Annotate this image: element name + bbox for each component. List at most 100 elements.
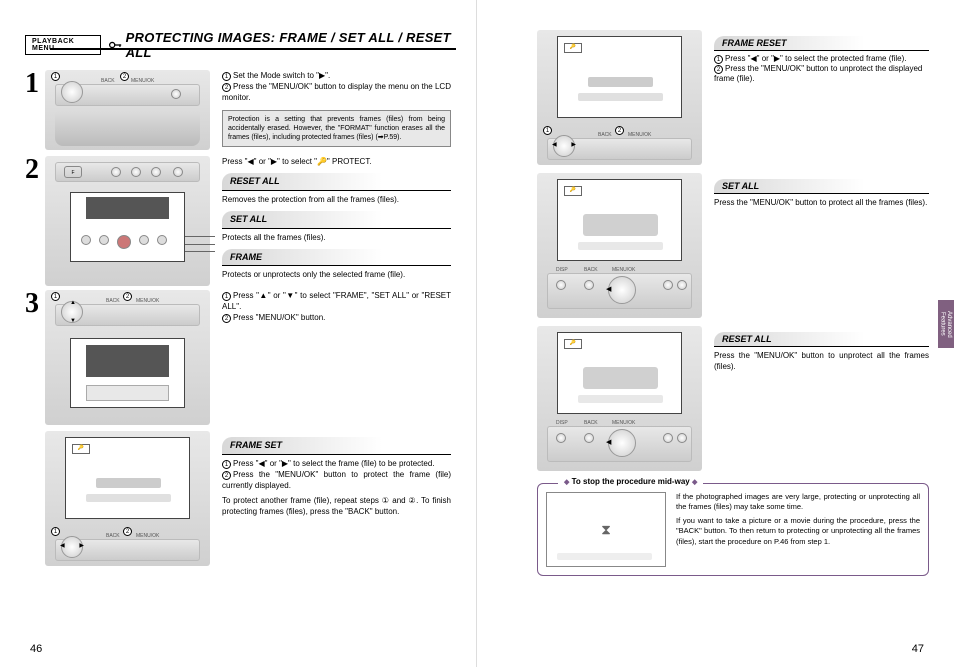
btn2 <box>131 167 141 177</box>
leader-line-3 <box>185 236 215 237</box>
step2-text: Press "◀" or "▶" to select "🔑" PROTECT. … <box>222 156 451 286</box>
marker-2b: 2 <box>123 292 132 301</box>
frame-reset-text: FRAME RESET 1Press "◀" or "▶" to select … <box>714 30 929 165</box>
reset-all-text-col: RESET ALL Press the "MENU/OK" button to … <box>714 326 929 471</box>
step2-top-row: F <box>55 162 200 182</box>
marker-1: 1 <box>51 72 60 81</box>
setall-row: DISP BACK MENU/OK ◀ <box>547 273 692 309</box>
step2-intro: Press "◀" or "▶" to select "🔑" PROTECT. <box>222 156 451 167</box>
stop-procedure-callout: ◆ To stop the procedure mid-way ◆ ⧗ If t… <box>537 483 929 576</box>
leader-line-2 <box>185 244 215 245</box>
protect-icon-2: 🔑 <box>564 43 582 53</box>
framereset-row: ◀ ▶ BACK MENU/OK <box>547 138 692 160</box>
resetall-lcd: 🔑 <box>557 332 682 414</box>
set-all-diagram: 🔑 DISP BACK MENU/OK ◀ <box>537 173 702 318</box>
step1-diagram: 1 2 BACK MENU/OK <box>45 70 210 150</box>
page-number-right: 47 <box>912 643 924 655</box>
step-2: 2 F <box>25 156 451 286</box>
leader-line-1 <box>185 251 215 252</box>
protect-icon-3: 🔑 <box>564 186 582 196</box>
page-number-left: 46 <box>30 643 42 655</box>
set-all-text: Protects all the frames (files). <box>222 232 451 243</box>
reset-all-head-r: RESET ALL <box>714 332 929 347</box>
title-rule <box>50 48 456 50</box>
diamond-icon: ◆ <box>564 479 569 486</box>
marker-2d: 2 <box>123 527 132 536</box>
resetall-row: DISP BACK MENU/OK ◀ <box>547 426 692 462</box>
playback-menu-badge: PLAYBACK MENU <box>25 35 101 55</box>
callout-lcd: ⧗ <box>546 492 666 567</box>
mode-dial <box>61 81 83 103</box>
step-3: 3 1 2 ▲ ▼ BACK MENU/OK 1Press " <box>25 290 451 425</box>
marker-1d: 1 <box>51 527 60 536</box>
circled-2: 2 <box>222 83 231 92</box>
reset-all-diagram: 🔑 DISP BACK MENU/OK ◀ <box>537 326 702 471</box>
nav-dial: ▲ ▼ <box>61 301 83 323</box>
lcd-preview <box>86 197 169 219</box>
circled-2c: 2 <box>222 314 231 323</box>
lcd-bar-1 <box>96 478 161 488</box>
circled-1c: 1 <box>222 292 231 301</box>
reset-all-text: Removes the protection from all the fram… <box>222 194 451 205</box>
lcd-bar-2 <box>86 494 171 502</box>
page-left: PLAYBACK MENU PROTECTING IMAGES: FRAME /… <box>0 0 477 667</box>
step-number-1: 1 <box>25 70 45 150</box>
frame-head: FRAME <box>222 249 451 267</box>
title-row: PLAYBACK MENU PROTECTING IMAGES: FRAME /… <box>25 30 451 60</box>
step-1: 1 1 2 BACK MENU/OK 1Set the Mode switch … <box>25 70 451 150</box>
step1-text: 1Set the Mode switch to "▶". 2Press the … <box>222 70 451 150</box>
ok-button <box>171 89 181 99</box>
frame-set-head: FRAME SET <box>222 437 451 455</box>
btn3 <box>151 167 161 177</box>
step3-lcd <box>70 338 185 408</box>
frame-set-block: 🔑 1 2 ◀ ▶ BACK MENU/OK FRAME SET 1Pres <box>25 431 451 566</box>
menuok-label: MENU/OK <box>131 78 154 84</box>
frame-text: Protects or unprotects only the selected… <box>222 269 451 280</box>
back-label: BACK <box>101 78 115 84</box>
step3-text: 1Press "▲" or "▼" to select "FRAME", "SE… <box>222 290 451 425</box>
set-all-head: SET ALL <box>222 211 451 229</box>
camera-top-row: BACK MENU/OK <box>55 84 200 106</box>
step-number-3: 3 <box>25 290 45 425</box>
btn4 <box>173 167 183 177</box>
set-all-head-r: SET ALL <box>714 179 929 194</box>
step-number-2: 2 <box>25 156 45 286</box>
callout-title: ◆ To stop the procedure mid-way ◆ <box>558 477 703 486</box>
setall-lcd: 🔑 <box>557 179 682 261</box>
marker-1b: 1 <box>51 292 60 301</box>
frame-set-text: FRAME SET 1Press "◀" or "▶" to select th… <box>222 431 451 566</box>
camera-body-hint <box>55 110 200 146</box>
lcd-preview-3 <box>86 345 169 377</box>
menu-bar-3 <box>86 385 169 401</box>
side-tab: Advanced Features <box>938 300 954 348</box>
page-right: 🔑 1 2 ◀ ▶ BACK MENU/OK FRAME RESET 1Pr <box>477 0 954 667</box>
btn1 <box>111 167 121 177</box>
reset-all-block: 🔑 DISP BACK MENU/OK ◀ <box>537 326 929 471</box>
frame-reset-diagram: 🔑 1 2 ◀ ▶ BACK MENU/OK <box>537 30 702 165</box>
protect-icon-4: 🔑 <box>564 339 582 349</box>
step2-diagram: F <box>45 156 210 286</box>
framereset-lcd: 🔑 <box>557 36 682 118</box>
step3-top-row: ▲ ▼ BACK MENU/OK <box>55 304 200 326</box>
reset-all-head: RESET ALL <box>222 173 451 191</box>
set-all-block: 🔑 DISP BACK MENU/OK ◀ <box>537 173 929 318</box>
set-all-text-col: SET ALL Press the "MENU/OK" button to pr… <box>714 173 929 318</box>
nav-dial-fs: ◀ ▶ <box>61 536 83 558</box>
step1-note: Protection is a setting that prevents fr… <box>222 110 451 147</box>
step3-diagram: 1 2 ▲ ▼ BACK MENU/OK <box>45 290 210 425</box>
protect-icon: 🔑 <box>72 444 90 454</box>
frame-set-diagram: 🔑 1 2 ◀ ▶ BACK MENU/OK <box>45 431 210 566</box>
f-button: F <box>64 166 82 178</box>
frameset-lcd: 🔑 <box>65 437 190 519</box>
step2-lcd <box>70 192 185 262</box>
main-title: PROTECTING IMAGES: FRAME / SET ALL / RES… <box>126 30 451 60</box>
marker-2: 2 <box>120 72 129 81</box>
hourglass-icon: ⧗ <box>601 521 611 538</box>
callout-text: If the photographed images are very larg… <box>676 492 920 567</box>
circled-1: 1 <box>222 72 231 81</box>
menu-icons-row <box>81 229 174 253</box>
frame-reset-block: 🔑 1 2 ◀ ▶ BACK MENU/OK FRAME RESET 1Pr <box>537 30 929 165</box>
frameset-top-row: ◀ ▶ BACK MENU/OK <box>55 539 200 561</box>
frame-set-para: To protect another frame (file), repeat … <box>222 495 451 517</box>
diamond-icon-2: ◆ <box>692 479 697 486</box>
